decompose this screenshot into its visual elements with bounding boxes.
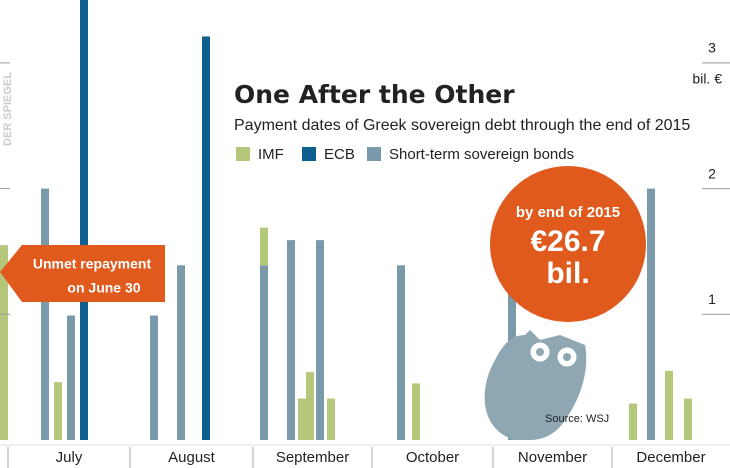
y-tick-label: 2 [708,165,716,181]
legend-label: Short-term sovereign bonds [389,146,574,163]
bar [665,370,673,440]
chart-subtitle: Payment dates of Greek sovereign debt th… [234,117,690,134]
legend: IMF ECB Short-term sovereign bonds [236,146,574,163]
legend-swatch [302,147,316,161]
bar [41,188,49,440]
bar [150,315,158,440]
x-tick-label: October [406,449,459,466]
bar [80,0,88,440]
bar [647,188,655,440]
bar [684,398,692,440]
legend-label: IMF [258,146,284,163]
annotation-text: on June 30 [67,280,140,296]
bar [54,382,62,440]
y-unit: bil. € [692,71,722,87]
source-note: Source: WSJ [545,413,609,425]
bar [298,398,306,440]
y-tick-label: 3 [708,40,716,56]
owl-illustration [484,330,587,440]
bar [260,265,268,440]
bar [629,403,637,440]
bar [177,265,185,440]
bar [0,245,8,440]
legend-label: ECB [324,146,355,163]
y-tick-label: 1 [708,291,716,307]
bar [327,398,335,440]
x-tick-label: July [56,449,83,466]
chart-title: One After the Other [234,80,515,109]
annotation-text: Unmet repayment [33,256,152,272]
bar [397,265,405,440]
bar [316,240,324,440]
bar [202,36,210,440]
bar [67,315,75,440]
legend-swatch [236,147,250,161]
x-tick-label: August [168,449,216,466]
badge-text: by end of 2015 [516,204,620,221]
total-badge [490,166,646,322]
x-tick-label: December [636,449,705,466]
annotation-arrow [0,245,165,302]
bar [412,383,420,440]
badge-text: €26.7 [530,225,605,258]
x-tick-label: November [518,449,587,466]
bar [260,227,268,266]
x-tick-label: September [276,449,349,466]
bar [287,240,295,440]
badge-text: bil. [546,257,589,290]
watermark: DER SPIEGEL [2,72,14,146]
legend-swatch [367,147,381,161]
bar [306,372,314,440]
